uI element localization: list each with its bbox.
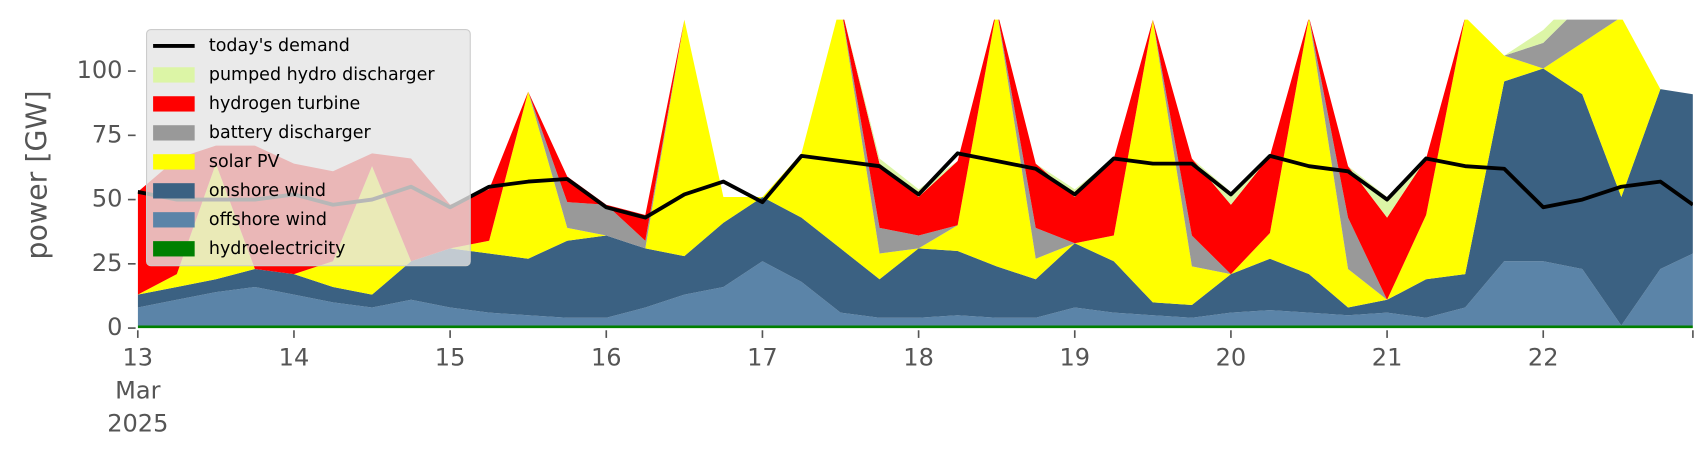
legend-label: onshore wind <box>209 181 326 201</box>
legend-label: today's demand <box>209 36 350 56</box>
legend-label: offshore wind <box>209 210 327 230</box>
legend-swatch <box>153 241 195 257</box>
legend-swatch <box>153 125 195 141</box>
y-axis-label: power [GW] <box>20 90 53 259</box>
x-tick-label: 17 <box>747 344 778 372</box>
x-tick-label: 16 <box>591 344 622 372</box>
x-tick-label: 20 <box>1216 344 1247 372</box>
y-tick-label: 75 <box>92 120 123 148</box>
area <box>137 19 1693 218</box>
x-tick-label: 14 <box>279 344 310 372</box>
x-tick-label: 19 <box>1059 344 1090 372</box>
y-tick-label: 0 <box>107 313 122 341</box>
legend-box <box>145 28 471 267</box>
legend-label: hydroelectricity <box>209 239 346 259</box>
legend-swatch <box>153 96 195 112</box>
legend-label: hydrogen turbine <box>209 94 360 114</box>
x-tick-label: 18 <box>903 344 934 372</box>
area <box>137 253 1693 326</box>
legend-swatch <box>153 212 195 228</box>
x-tick-label: 13 Mar 2025 <box>107 344 168 438</box>
area <box>137 325 1693 329</box>
area <box>137 19 1693 300</box>
area <box>137 68 1693 326</box>
legend-swatch <box>153 67 195 83</box>
y-tick-label: 50 <box>92 185 123 213</box>
y-tick-label: 25 <box>92 249 123 277</box>
y-tick-label: 100 <box>77 56 123 84</box>
legend-label: pumped hydro discharger <box>209 65 436 85</box>
x-tick-label: 21 <box>1372 344 1403 372</box>
legend-label: solar PV <box>209 152 280 172</box>
legend-swatch <box>153 154 195 170</box>
x-tick-label: 22 <box>1528 344 1559 372</box>
area <box>137 19 1693 308</box>
area <box>137 19 1693 300</box>
x-tick-label: 15 <box>435 344 466 372</box>
legend-swatch <box>153 183 195 199</box>
legend-label: battery discharger <box>209 123 372 143</box>
